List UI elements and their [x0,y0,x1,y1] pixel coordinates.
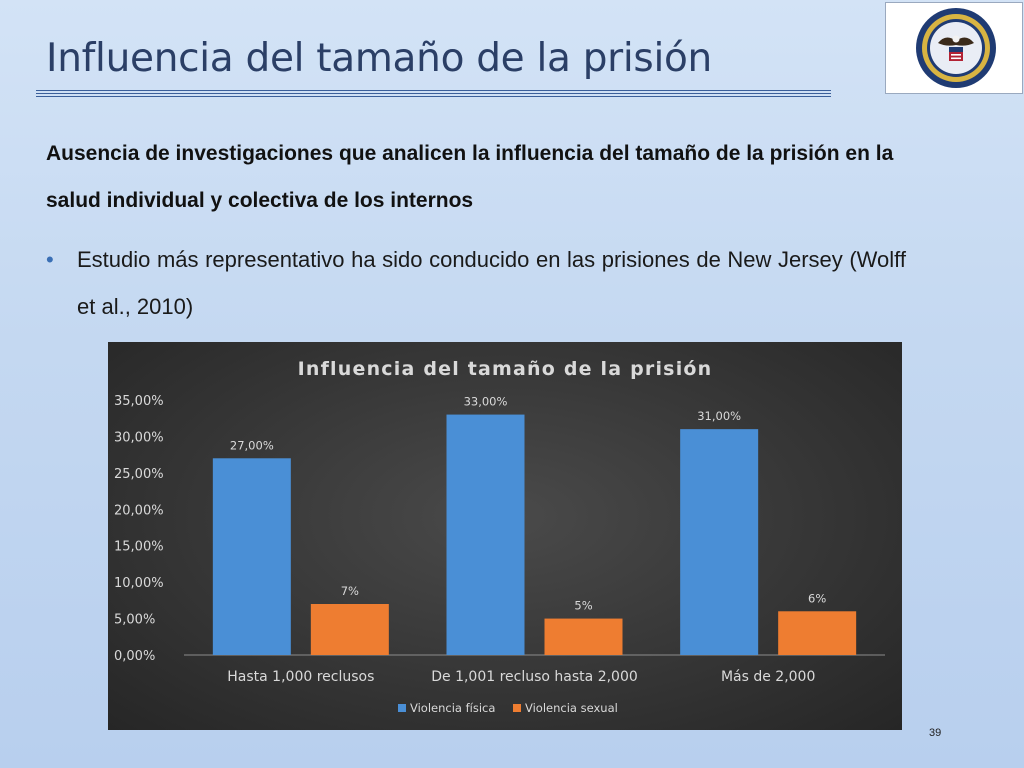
data-label: 27,00% [230,438,274,452]
y-tick-label: 0,00% [114,649,155,664]
department-of-justice-seal-icon [916,8,996,88]
y-tick-label: 15,00% [114,540,164,555]
x-tick-label: Hasta 1,000 reclusos [227,669,374,685]
bar-2 [310,604,389,655]
legend-swatch-1 [398,704,406,712]
x-tick-label: De 1,001 recluso hasta 2,000 [431,669,638,685]
bar-2 [544,618,623,655]
bullet-dot-icon: • [46,247,54,272]
data-label: 5% [574,599,592,613]
data-label: 31,00% [697,409,741,423]
slide-heading: Ausencia de investigaciones que analicen… [46,142,894,212]
bullet-item: • Estudio más representativo ha sido con… [46,236,906,330]
chart-title: Influencia del tamaño de la prisión [298,358,713,380]
page-number: 39 [929,727,942,739]
data-label: 33,00% [464,395,508,409]
slide-title: Influencia del tamaño de la prisión [46,36,712,81]
y-tick-label: 30,00% [114,430,164,445]
data-label: 6% [808,591,826,605]
y-tick-label: 10,00% [114,576,164,591]
bar-1 [680,429,759,655]
y-tick-label: 35,00% [114,394,164,409]
data-label: 7% [341,584,359,598]
bar-1 [446,414,525,655]
bullet-text: Estudio más representativo ha sido condu… [77,247,906,319]
legend-swatch-2 [513,704,521,712]
doj-logo [885,2,1023,94]
bar-2 [778,611,857,655]
chart-canvas: Influencia del tamaño de la prisión 0,00… [114,358,885,715]
bar-chart: Influencia del tamaño de la prisión 0,00… [108,342,902,730]
legend-label: Violencia física [410,701,495,715]
title-underline [36,90,831,99]
y-tick-label: 5,00% [114,613,155,628]
bar-1 [212,458,291,655]
y-tick-label: 25,00% [114,467,164,482]
x-tick-label: Más de 2,000 [721,669,815,685]
y-tick-label: 20,00% [114,503,164,518]
legend-label: Violencia sexual [525,701,618,715]
